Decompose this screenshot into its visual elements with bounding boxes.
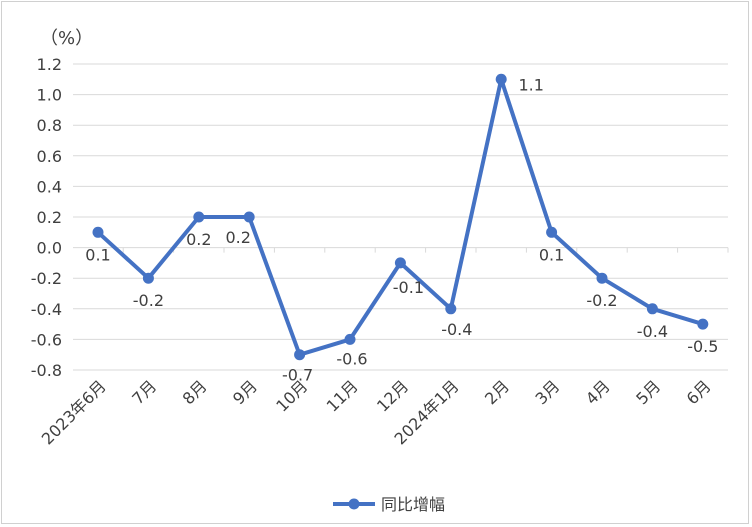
y-tick-label: -0.6	[31, 330, 62, 349]
data-point	[495, 73, 507, 85]
y-axis-unit-label: （%）	[40, 28, 93, 49]
y-tick-label: 0.8	[37, 116, 62, 135]
y-tick-label: -0.4	[31, 300, 62, 319]
data-point	[294, 349, 306, 361]
y-tick-label: 0.0	[37, 239, 62, 258]
y-tick-label: 1.2	[37, 55, 62, 74]
data-point	[243, 211, 255, 223]
data-point	[646, 303, 658, 315]
y-tick-label: 0.4	[37, 177, 62, 196]
data-label: -0.4	[441, 320, 472, 339]
data-label: 1.1	[518, 75, 543, 94]
data-point	[697, 318, 709, 330]
y-tick-label: 0.6	[37, 147, 62, 166]
x-tick-label: 11月	[323, 376, 362, 415]
data-label: 0.1	[85, 245, 110, 264]
x-tick-label: 3月	[531, 376, 563, 408]
y-tick-label: 1.0	[37, 86, 62, 105]
data-label: -0.5	[687, 337, 718, 356]
y-tick-label: -0.8	[31, 361, 62, 380]
legend: 同比增幅	[333, 495, 445, 514]
x-tick-label: 9月	[229, 376, 261, 408]
series-group	[92, 73, 709, 361]
data-point	[193, 211, 205, 223]
data-point	[394, 257, 406, 269]
data-label: -0.6	[336, 349, 367, 368]
legend-label: 同比增幅	[381, 495, 445, 514]
x-tick-label: 6月	[683, 376, 715, 408]
x-tick-label: 7月	[128, 376, 160, 408]
y-tick-label: -0.2	[31, 269, 62, 288]
data-point	[596, 272, 608, 284]
gridlines	[73, 63, 728, 371]
x-tick-label: 8月	[179, 376, 211, 408]
data-label: -0.1	[393, 278, 424, 297]
data-label: -0.4	[637, 322, 668, 341]
data-label: -0.7	[282, 366, 313, 385]
x-tick-label: 2月	[481, 376, 513, 408]
data-point	[546, 226, 558, 238]
data-label: 0.2	[186, 230, 211, 249]
data-label: -0.2	[586, 291, 617, 310]
y-axis-ticks: 1.2 1.0 0.8 0.6 0.4 0.2 0.0 -0.2 -0.4 -0.6 -0.8	[31, 55, 62, 380]
x-tick-label: 12月	[373, 376, 412, 415]
y-tick-label: 0.2	[37, 208, 62, 227]
data-label: 0.2	[225, 228, 250, 247]
x-tick-label: 5月	[632, 376, 664, 408]
data-point	[344, 333, 356, 345]
legend-marker	[348, 498, 360, 510]
data-label: 0.1	[539, 245, 564, 264]
x-tick-label: 2023年6月	[38, 376, 110, 448]
data-labels: 0.1 -0.2 0.2 0.2 -0.7 -0.6 -0.1 -0.4 1.1 0.1 -0.2 -…	[85, 75, 718, 384]
x-tick-label: 4月	[582, 376, 614, 408]
data-point	[445, 303, 457, 315]
data-point	[92, 226, 104, 238]
data-point	[142, 272, 154, 284]
data-label: -0.2	[133, 291, 164, 310]
